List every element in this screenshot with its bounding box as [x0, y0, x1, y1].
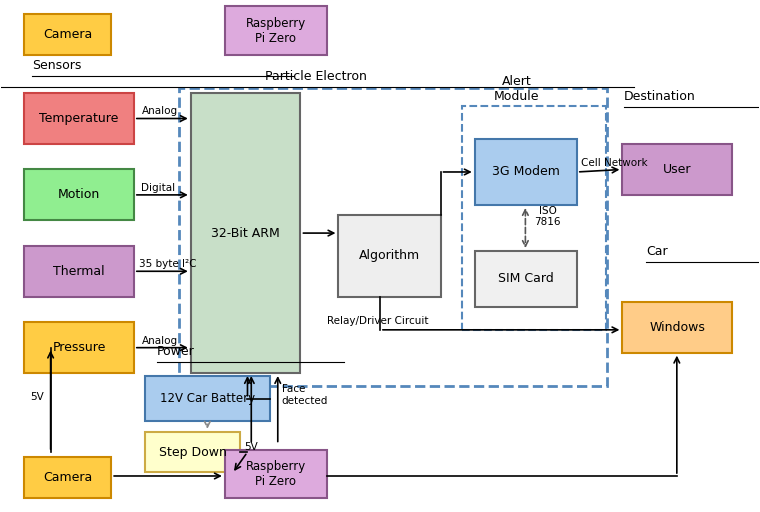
- Text: 35 byte I²C: 35 byte I²C: [139, 259, 197, 269]
- Text: Thermal: Thermal: [53, 265, 105, 278]
- Text: 5V: 5V: [244, 441, 258, 452]
- FancyBboxPatch shape: [225, 450, 327, 498]
- Text: Analog: Analog: [141, 335, 178, 346]
- FancyBboxPatch shape: [24, 457, 111, 498]
- FancyBboxPatch shape: [622, 302, 732, 353]
- FancyBboxPatch shape: [145, 432, 240, 473]
- Text: User: User: [663, 163, 692, 176]
- Text: Analog: Analog: [141, 106, 178, 116]
- FancyBboxPatch shape: [24, 14, 111, 55]
- FancyBboxPatch shape: [225, 7, 327, 55]
- Text: Pressure: Pressure: [52, 341, 106, 354]
- Text: Cell Network: Cell Network: [581, 158, 648, 168]
- Text: Particle Electron: Particle Electron: [264, 70, 366, 83]
- FancyBboxPatch shape: [24, 246, 134, 297]
- Text: Windows: Windows: [649, 321, 705, 334]
- FancyBboxPatch shape: [475, 251, 577, 307]
- FancyBboxPatch shape: [145, 376, 271, 421]
- Text: SIM Card: SIM Card: [498, 272, 553, 285]
- Text: Alert
Module: Alert Module: [493, 75, 539, 103]
- Text: 3G Modem: 3G Modem: [492, 165, 559, 179]
- Text: Algorithm: Algorithm: [359, 249, 420, 263]
- FancyBboxPatch shape: [475, 139, 577, 205]
- Text: Destination: Destination: [624, 90, 695, 103]
- Text: ISO
7816: ISO 7816: [534, 206, 561, 227]
- FancyBboxPatch shape: [24, 322, 134, 373]
- FancyBboxPatch shape: [338, 215, 441, 297]
- Text: Motion: Motion: [58, 188, 100, 201]
- FancyBboxPatch shape: [191, 93, 300, 373]
- Text: Temperature: Temperature: [40, 112, 119, 125]
- Text: Camera: Camera: [43, 28, 92, 41]
- Text: Relay/Driver Circuit: Relay/Driver Circuit: [327, 316, 429, 326]
- Text: 5V: 5V: [30, 392, 44, 402]
- Text: Camera: Camera: [43, 471, 92, 484]
- Text: Face
detected: Face detected: [281, 384, 328, 406]
- FancyBboxPatch shape: [24, 93, 134, 144]
- FancyBboxPatch shape: [24, 169, 134, 220]
- FancyBboxPatch shape: [622, 144, 732, 195]
- Text: 32-Bit ARM: 32-Bit ARM: [211, 227, 280, 240]
- Text: Car: Car: [646, 245, 667, 258]
- Text: 12V Car Battery: 12V Car Battery: [160, 392, 255, 405]
- Text: Step Down: Step Down: [159, 445, 226, 459]
- Text: Raspberry
Pi Zero: Raspberry Pi Zero: [245, 17, 306, 45]
- Text: Raspberry
Pi Zero: Raspberry Pi Zero: [245, 460, 306, 488]
- Text: Sensors: Sensors: [32, 59, 81, 72]
- Text: Digital: Digital: [141, 183, 176, 193]
- Text: Power: Power: [157, 345, 195, 358]
